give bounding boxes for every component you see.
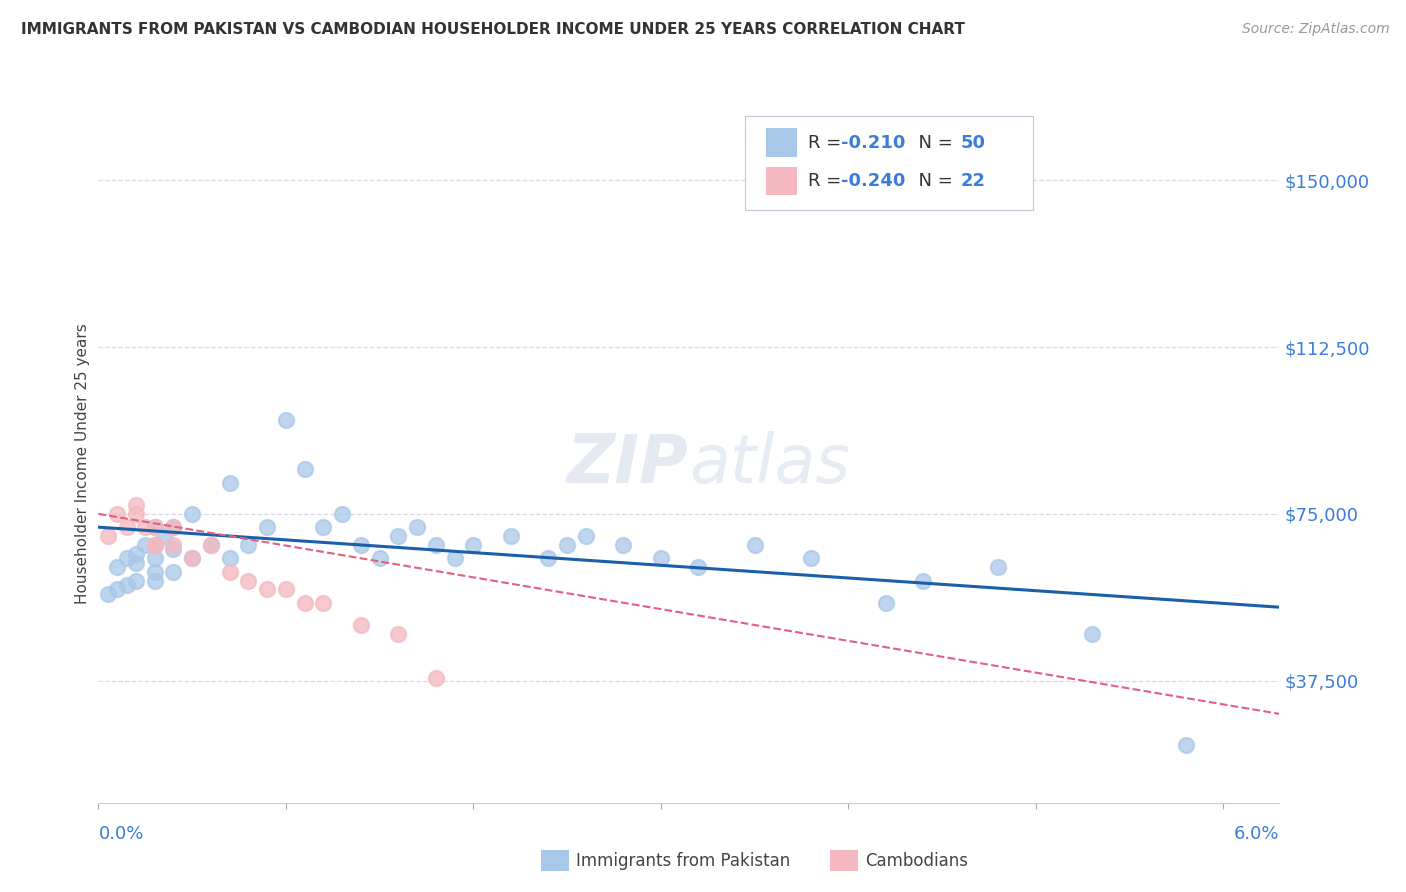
Point [387,627,409,641]
Text: 6.0%: 6.0% [1234,825,1279,843]
Point [143,574,166,588]
Text: R =: R = [808,134,848,152]
Point [134,520,156,534]
Text: Immigrants from Pakistan: Immigrants from Pakistan [576,852,790,870]
Point [312,596,335,610]
Point [162,565,184,579]
Point [181,551,204,566]
Point [143,551,166,566]
Point [143,538,166,552]
Point [238,538,260,552]
Text: R =: R = [808,172,848,190]
Point [425,538,447,552]
Point [162,542,184,557]
Point [330,507,353,521]
Point [368,551,391,566]
Point [406,520,429,534]
Point [256,520,278,534]
Text: Cambodians: Cambodians [865,852,967,870]
Point [97,529,120,543]
Point [115,551,138,566]
Point [105,560,128,574]
Point [537,551,560,566]
Point [125,507,148,521]
Point [143,520,166,534]
Point [153,529,176,543]
Point [463,538,485,552]
Point [274,413,297,427]
Point [1081,627,1104,641]
Point [688,560,710,574]
Text: ZIP: ZIP [567,431,689,497]
Point [387,529,409,543]
Point [612,538,634,552]
Point [555,538,578,552]
Text: atlas: atlas [689,431,851,497]
Point [218,551,240,566]
Point [115,578,138,592]
Point [143,538,166,552]
Point [575,529,598,543]
Point [125,498,148,512]
Point [218,565,240,579]
Point [875,596,897,610]
Point [162,538,184,552]
Point [125,556,148,570]
Point [987,560,1010,574]
Point [143,538,166,552]
Text: 50: 50 [960,134,986,152]
Point [125,574,148,588]
Point [238,574,260,588]
Point [200,538,222,552]
Point [181,507,204,521]
Text: N =: N = [907,172,959,190]
Text: 22: 22 [960,172,986,190]
Point [115,520,138,534]
Point [162,520,184,534]
Point [105,507,128,521]
Point [294,462,316,476]
Point [350,538,373,552]
Text: IMMIGRANTS FROM PAKISTAN VS CAMBODIAN HOUSEHOLDER INCOME UNDER 25 YEARS CORRELAT: IMMIGRANTS FROM PAKISTAN VS CAMBODIAN HO… [21,22,965,37]
Text: -0.240: -0.240 [841,172,905,190]
Point [312,520,335,534]
Point [800,551,823,566]
Text: -0.210: -0.210 [841,134,905,152]
Point [499,529,522,543]
Point [143,565,166,579]
Y-axis label: Householder Income Under 25 years: Householder Income Under 25 years [75,324,90,604]
Point [200,538,222,552]
Point [125,547,148,561]
Point [650,551,672,566]
Point [256,582,278,597]
Point [274,582,297,597]
Point [162,520,184,534]
Point [134,538,156,552]
Text: N =: N = [907,134,959,152]
Point [105,582,128,597]
Point [218,475,240,490]
Point [97,587,120,601]
Point [912,574,935,588]
Text: Source: ZipAtlas.com: Source: ZipAtlas.com [1241,22,1389,37]
Point [294,596,316,610]
Point [350,618,373,632]
Point [425,671,447,685]
Point [744,538,766,552]
Text: 0.0%: 0.0% [98,825,143,843]
Point [181,551,204,566]
Point [443,551,465,566]
Point [1174,738,1197,752]
Point [143,520,166,534]
